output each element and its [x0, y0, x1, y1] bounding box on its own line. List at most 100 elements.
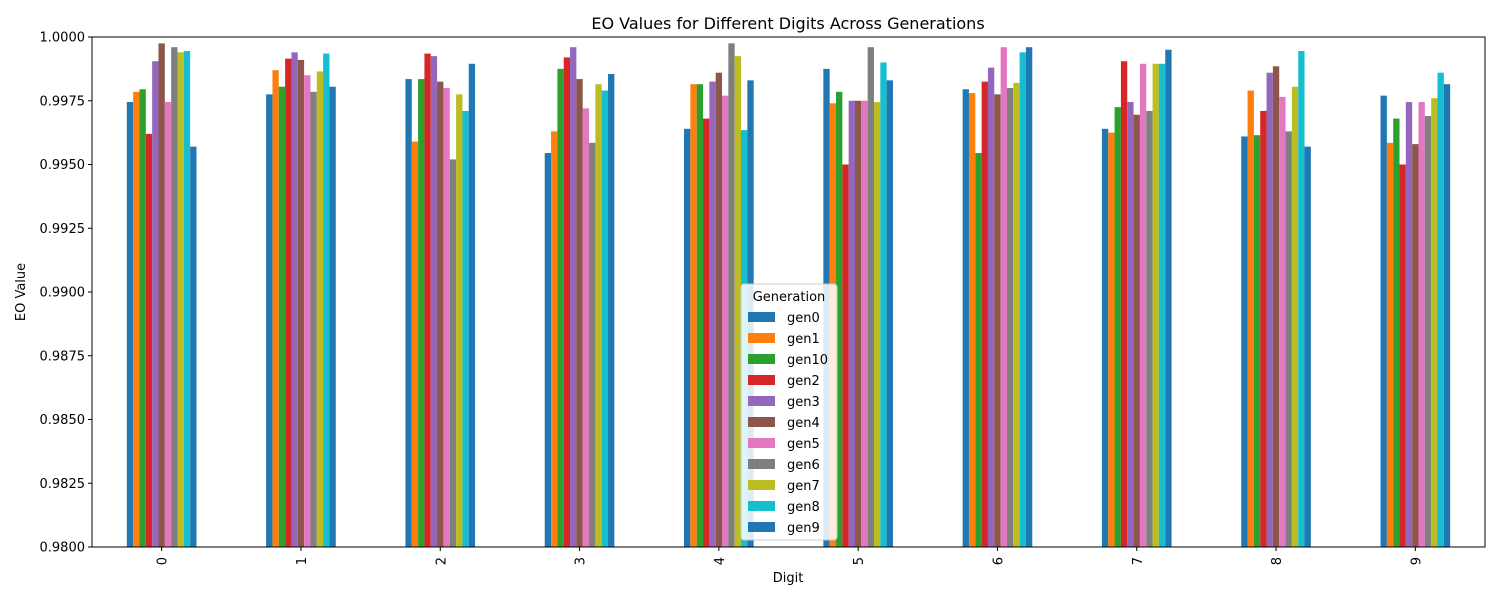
bar-gen7-digit-4 — [734, 56, 742, 547]
legend-label-gen5: gen5 — [787, 437, 820, 452]
legend-swatch-gen2 — [748, 375, 775, 385]
bar-gen3-digit-1 — [291, 52, 298, 548]
bar-gen5-digit-9 — [1418, 102, 1425, 547]
bar-gen4-digit-5 — [854, 100, 862, 547]
bar-gen6-digit-3 — [589, 142, 596, 547]
bar-gen1-digit-4 — [690, 84, 697, 548]
bar-gen4-digit-6 — [994, 94, 1001, 548]
y-tick-label: 0.9925 — [40, 222, 86, 237]
bar-gen2-digit-7 — [1120, 61, 1128, 547]
bar-gen7-digit-7 — [1152, 63, 1159, 548]
bar-gen5-digit-7 — [1139, 63, 1147, 548]
bar-gen2-digit-9 — [1399, 164, 1406, 547]
x-tick-label: 5 — [852, 557, 867, 565]
bar-gen2-digit-8 — [1260, 110, 1267, 547]
bar-gen7-digit-0 — [177, 52, 184, 548]
bar-gen4-digit-2 — [437, 81, 444, 547]
bar-gen2-digit-5 — [842, 164, 849, 547]
x-ticks-group: 0 1 2 3 4 5 6 7 8 9 — [156, 547, 1424, 565]
bar-gen6-digit-0 — [171, 47, 178, 547]
bar-gen4-digit-3 — [576, 79, 583, 547]
bar-gen8-digit-1 — [323, 53, 330, 547]
bar-gen9-digit-6 — [1025, 47, 1033, 547]
legend-swatch-gen6 — [748, 459, 775, 469]
bar-gen2-digit-0 — [145, 133, 153, 547]
legend-label-gen0: gen0 — [787, 311, 820, 326]
bar-gen2-digit-4 — [703, 118, 710, 547]
bar-gen7-digit-1 — [316, 71, 324, 548]
legend-label-gen10: gen10 — [787, 353, 828, 368]
bar-gen6-digit-6 — [1006, 88, 1014, 547]
bar-gen4-digit-8 — [1272, 66, 1280, 547]
legend-swatch-gen4 — [748, 417, 775, 427]
bar-gen4-digit-7 — [1133, 114, 1140, 548]
bar-gen9-digit-2 — [468, 63, 476, 548]
x-tick-label: 3 — [574, 557, 589, 565]
x-tick-label: 4 — [713, 557, 728, 565]
bar-gen1-digit-7 — [1108, 132, 1115, 547]
y-tick-label: 0.9975 — [40, 94, 86, 109]
bar-gen0-digit-6 — [962, 89, 969, 548]
bar-gen0-digit-2 — [405, 79, 412, 547]
bar-gen3-digit-4 — [709, 81, 716, 547]
legend-label-gen2: gen2 — [787, 374, 820, 389]
legend-label-gen8: gen8 — [787, 500, 820, 515]
bar-gen1-digit-6 — [968, 93, 976, 547]
bar-gen5-digit-3 — [582, 108, 590, 548]
bar-gen6-digit-8 — [1285, 131, 1292, 547]
x-tick-label: 2 — [434, 557, 449, 565]
bar-gen9-digit-1 — [329, 86, 336, 547]
legend-label-gen3: gen3 — [787, 395, 820, 410]
legend-swatch-gen0 — [748, 312, 775, 322]
bar-gen0-digit-3 — [544, 153, 552, 547]
bar-gen2-digit-6 — [981, 81, 988, 547]
bar-gen0-digit-1 — [266, 94, 273, 548]
bar-gen8-digit-0 — [183, 51, 191, 547]
bar-gen1-digit-0 — [133, 91, 140, 547]
x-tick-label: 6 — [991, 557, 1006, 565]
bar-gen4-digit-0 — [158, 43, 165, 548]
bar-gen5-digit-6 — [1000, 47, 1007, 547]
legend-label-gen6: gen6 — [787, 458, 820, 473]
chart-title: EO Values for Different Digits Across Ge… — [591, 14, 984, 33]
legend-swatch-gen10 — [748, 354, 775, 364]
bar-gen1-digit-1 — [272, 70, 279, 548]
bar-gen5-digit-0 — [164, 102, 172, 547]
bar-gen9-digit-3 — [608, 73, 615, 547]
bar-gen1-digit-2 — [411, 141, 419, 548]
legend-swatch-gen5 — [748, 438, 775, 448]
bar-gen8-digit-8 — [1298, 51, 1305, 547]
y-tick-label: 0.9875 — [40, 349, 86, 364]
bar-gen9-digit-9 — [1443, 84, 1451, 548]
bar-gen10-digit-1 — [278, 86, 286, 547]
legend-title: Generation — [753, 290, 826, 305]
bar-gen5-digit-1 — [304, 75, 311, 547]
legend-items: gen0 gen1 gen10 gen2 gen3 gen4 gen5 gen6 gen7 gen… — [748, 311, 828, 536]
bar-gen8-digit-7 — [1158, 63, 1166, 548]
legend: Generation gen0 gen1 gen10 gen2 gen3 gen4 gen5… — [740, 283, 838, 541]
y-tick-label: 0.9800 — [40, 541, 86, 556]
bar-gen8-digit-2 — [462, 110, 469, 547]
legend-swatch-gen9 — [748, 522, 775, 532]
bar-gen10-digit-8 — [1253, 135, 1261, 547]
bar-gen4-digit-9 — [1412, 144, 1419, 547]
bar-gen10-digit-7 — [1114, 107, 1121, 547]
bar-gen1-digit-3 — [551, 131, 558, 547]
bar-gen5-digit-2 — [443, 88, 450, 547]
bar-gen7-digit-5 — [873, 102, 881, 547]
x-tick-label: 0 — [156, 557, 171, 565]
bar-gen9-digit-7 — [1165, 49, 1172, 547]
bar-gen1-digit-8 — [1247, 90, 1254, 548]
bar-gen6-digit-7 — [1146, 110, 1153, 547]
bar-gen0-digit-4 — [684, 128, 691, 548]
y-axis-label: EO Value — [14, 263, 29, 321]
bar-gen0-digit-9 — [1380, 95, 1387, 548]
bar-gen6-digit-9 — [1424, 116, 1432, 548]
bar-gen6-digit-5 — [867, 47, 874, 547]
bar-gen10-digit-5 — [835, 91, 843, 547]
bar-gen4-digit-1 — [297, 59, 305, 547]
bar-gen2-digit-3 — [563, 57, 571, 548]
y-tick-label: 0.9825 — [40, 477, 86, 492]
bar-gen9-digit-8 — [1304, 146, 1311, 547]
legend-swatch-gen3 — [748, 396, 775, 406]
